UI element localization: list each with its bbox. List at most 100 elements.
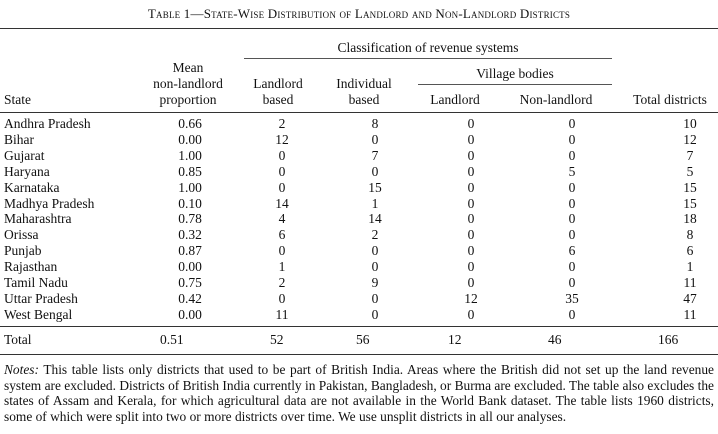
village-bodies-rule xyxy=(418,84,612,85)
cell-vb-nonlandlord: 0 xyxy=(568,116,576,131)
cell-vb-landlord: 0 xyxy=(467,275,475,291)
cell-total: 15 xyxy=(683,195,697,211)
cell-vb-nonlandlord: 0 xyxy=(568,259,576,275)
cell-landlord: 11 xyxy=(275,306,289,322)
table-row: Madhya Pradesh 0.10 14 1 0 0 15 xyxy=(0,196,718,212)
cell-total: 11 xyxy=(683,306,697,322)
cell-state: Rajasthan xyxy=(4,259,58,275)
header-vb-landlord: Landlord xyxy=(430,92,480,107)
cell-vb-landlord: 0 xyxy=(467,259,475,275)
table-row: Maharashtra 0.78 4 14 0 0 18 xyxy=(0,211,718,227)
cell-vb-nonlandlord: 35 xyxy=(565,290,579,306)
top-rule xyxy=(0,28,718,29)
bottom-rule xyxy=(0,354,718,355)
header-classification: Classification of revenue systems xyxy=(337,40,519,55)
cell-vb-landlord: 0 xyxy=(467,243,475,259)
table-row: Andhra Pradesh 0.66 2 8 0 0 10 xyxy=(0,116,718,132)
cell-individual: 2 xyxy=(371,227,379,243)
table-row: Tamil Nadu 0.75 2 9 0 0 11 xyxy=(0,275,718,291)
header-mean-line2: non-landlord xyxy=(153,76,223,91)
table-row: Orissa 0.32 6 2 0 0 8 xyxy=(0,227,718,243)
cell-individual: 15 xyxy=(368,179,382,195)
header-landlord-line1: Landlord xyxy=(253,76,303,91)
cell-individual: 8 xyxy=(371,116,379,131)
cell-state: Madhya Pradesh xyxy=(4,195,95,211)
header-landlord-line2: based xyxy=(262,92,294,107)
total-landlord: 52 xyxy=(270,332,284,347)
cell-vb-landlord: 12 xyxy=(464,290,478,306)
cell-state: Orissa xyxy=(4,227,39,243)
table-row: Bihar 0.00 12 0 0 0 12 xyxy=(0,132,718,148)
cell-landlord: 0 xyxy=(278,179,286,195)
header-individual-line2: based xyxy=(348,92,380,107)
table-row: Rajasthan 0.00 1 0 0 0 1 xyxy=(0,259,718,275)
cell-individual: 14 xyxy=(368,211,382,227)
cell-landlord: 0 xyxy=(278,243,286,259)
cell-vb-landlord: 0 xyxy=(467,211,475,227)
cell-vb-nonlandlord: 6 xyxy=(568,243,576,259)
cell-vb-nonlandlord: 0 xyxy=(568,195,576,211)
cell-mean: 0.00 xyxy=(178,259,202,275)
cell-landlord: 12 xyxy=(275,131,289,147)
total-label: Total xyxy=(4,332,32,347)
cell-mean: 0.66 xyxy=(178,116,202,131)
cell-state: Uttar Pradesh xyxy=(4,290,78,306)
cell-state: Punjab xyxy=(4,243,42,259)
cell-vb-nonlandlord: 0 xyxy=(568,275,576,291)
cell-vb-landlord: 0 xyxy=(467,147,475,163)
cell-vb-nonlandlord: 0 xyxy=(568,147,576,163)
header-individual-based: Individual based xyxy=(312,76,416,108)
cell-landlord: 14 xyxy=(275,195,289,211)
cell-total: 1 xyxy=(686,259,694,275)
cell-vb-nonlandlord: 5 xyxy=(568,163,576,179)
table-row: Punjab 0.87 0 0 0 6 6 xyxy=(0,243,718,259)
table-row: Haryana 0.85 0 0 0 5 5 xyxy=(0,164,718,180)
notes-text: This table lists only districts that use… xyxy=(4,362,714,425)
cell-landlord: 2 xyxy=(278,116,286,131)
cell-landlord: 0 xyxy=(278,147,286,163)
cell-total: 15 xyxy=(683,179,697,195)
cell-landlord: 0 xyxy=(278,163,286,179)
cell-state: Haryana xyxy=(4,163,50,179)
cell-total: 47 xyxy=(683,290,697,306)
cell-landlord: 6 xyxy=(278,227,286,243)
cell-total: 11 xyxy=(683,275,697,291)
cell-mean: 0.00 xyxy=(178,131,202,147)
cell-vb-landlord: 0 xyxy=(467,116,475,131)
data-table: Andhra Pradesh 0.66 2 8 0 0 10 Bihar 0.00 12 0 0 0 12… xyxy=(0,116,718,323)
cell-vb-landlord: 0 xyxy=(467,179,475,195)
cell-individual: 0 xyxy=(371,163,379,179)
cell-individual: 0 xyxy=(371,243,379,259)
cell-total: 10 xyxy=(683,116,697,131)
table-caption: Table 1—State-Wise Distribution of Landl… xyxy=(147,6,571,21)
cell-total: 8 xyxy=(686,227,694,243)
total-vb-landlord: 12 xyxy=(448,332,462,347)
cell-vb-nonlandlord: 0 xyxy=(568,211,576,227)
header-state: State xyxy=(4,92,31,107)
total-mean: 0.51 xyxy=(160,332,184,347)
cell-mean: 0.78 xyxy=(178,211,202,227)
header-landlord-based: Landlord based xyxy=(244,76,312,108)
header-mean: Mean non-landlord proportion xyxy=(128,60,248,108)
cell-mean: 1.00 xyxy=(178,147,202,163)
cell-individual: 7 xyxy=(371,147,379,163)
cell-landlord: 1 xyxy=(278,259,286,275)
cell-mean: 0.85 xyxy=(178,163,202,179)
cell-individual: 9 xyxy=(371,275,379,291)
total-individual: 56 xyxy=(356,332,370,347)
cell-mean: 0.00 xyxy=(178,306,202,322)
cell-mean: 0.42 xyxy=(178,290,202,306)
cell-individual: 0 xyxy=(371,306,379,322)
cell-state: West Bengal xyxy=(4,306,73,322)
cell-state: Maharashtra xyxy=(4,211,72,227)
cell-total: 18 xyxy=(683,211,697,227)
notes-label: Notes: xyxy=(4,362,39,377)
header-bottom-rule xyxy=(0,112,718,113)
cell-vb-nonlandlord: 0 xyxy=(568,306,576,322)
cell-individual: 1 xyxy=(371,195,379,211)
cell-vb-nonlandlord: 0 xyxy=(568,179,576,195)
cell-total: 12 xyxy=(683,131,697,147)
header-total-districts: Total districts xyxy=(633,92,707,107)
cell-state: Karnataka xyxy=(4,179,60,195)
cell-state: Bihar xyxy=(4,131,34,147)
